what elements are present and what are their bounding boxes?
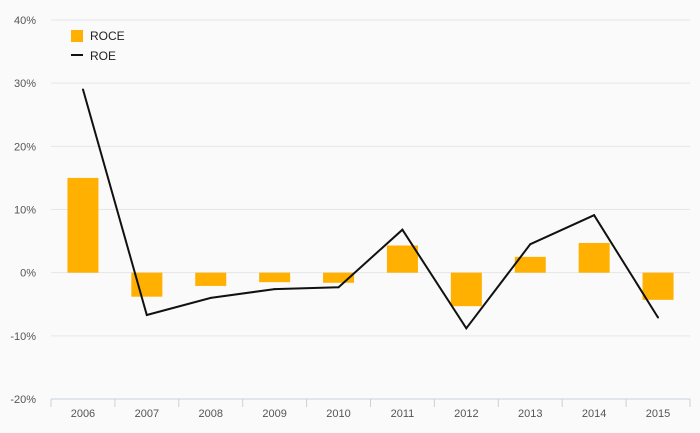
x-tick-label: 2010 — [326, 408, 350, 420]
y-tick-label: -20% — [10, 394, 36, 406]
x-tick-label: 2007 — [135, 408, 159, 420]
x-tick-label: 2014 — [582, 408, 606, 420]
roce-bar — [450, 272, 482, 307]
roce-bars — [67, 177, 674, 307]
roe-point — [273, 288, 276, 291]
roe-point — [593, 214, 596, 217]
roe-point — [145, 313, 148, 316]
roe-line-group — [81, 88, 660, 331]
roce-bar — [578, 242, 610, 273]
legend-label-roe: ROE — [90, 49, 116, 63]
roe-point — [209, 296, 212, 299]
roe-point — [401, 228, 404, 231]
x-tick-label: 2011 — [391, 408, 415, 420]
roe-point — [81, 88, 84, 91]
x-axis: 2006 2007 2008 2009 2010 2011 2012 2013 2014 2015 — [50, 398, 691, 420]
x-tick-label: 2009 — [262, 408, 286, 420]
roce-bar — [514, 256, 546, 273]
y-tick-label: 0% — [20, 268, 36, 280]
y-tick-label: 10% — [14, 205, 36, 217]
roce-bar — [259, 272, 291, 283]
x-tick-label: 2013 — [518, 408, 542, 420]
x-tick-label: 2015 — [646, 408, 670, 420]
legend-swatch-roce — [71, 30, 83, 42]
legend: ROCE ROE — [71, 29, 125, 63]
y-tick-label: 30% — [14, 78, 36, 90]
x-tick-label: 2008 — [199, 408, 223, 420]
legend-label-roce: ROCE — [90, 29, 125, 43]
roce-bar — [323, 272, 355, 283]
y-tick-label: -10% — [10, 331, 36, 343]
x-tick-label: 2012 — [454, 408, 478, 420]
roe-point — [657, 316, 660, 319]
roe-point — [337, 286, 340, 289]
y-axis-ticks: -20% -10% 0% 10% 20% 30% 40% — [10, 15, 36, 406]
roce-bar — [67, 177, 99, 273]
y-tick-label: 20% — [14, 141, 36, 153]
roce-bar — [642, 272, 674, 300]
x-tick-label: 2006 — [71, 408, 95, 420]
roce-bar — [195, 272, 227, 286]
roe-point — [529, 243, 532, 246]
roce-bar — [386, 245, 418, 273]
y-tick-label: 40% — [14, 15, 36, 27]
roe-point — [465, 327, 468, 330]
roe-line — [82, 89, 659, 331]
